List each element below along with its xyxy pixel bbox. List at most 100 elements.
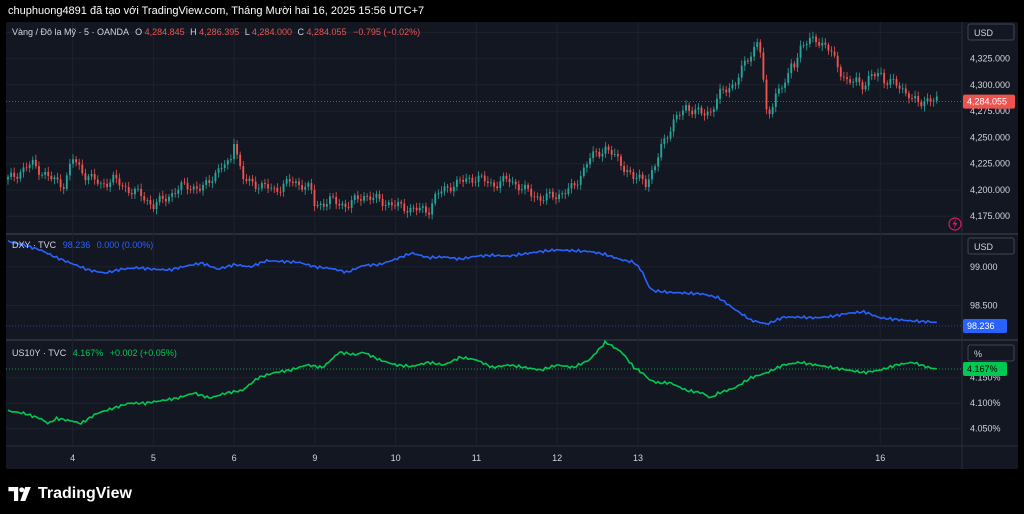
gold-candle xyxy=(267,184,269,189)
gold-candle xyxy=(490,182,492,184)
gold-candle xyxy=(372,197,375,200)
gold-candle xyxy=(180,182,183,190)
gold-candle xyxy=(205,180,208,185)
gold-candle xyxy=(189,189,192,191)
dxy-currency-badge[interactable]: USD xyxy=(967,237,1015,255)
gold-candle xyxy=(740,65,743,78)
gold-candle xyxy=(177,189,180,194)
gold-candle xyxy=(548,191,551,194)
us10y-currency-label: % xyxy=(974,349,982,359)
gold-candle xyxy=(394,205,396,207)
gold-candle xyxy=(118,178,121,186)
gold-currency-badge[interactable]: USD xyxy=(967,23,1015,41)
gold-candle xyxy=(174,193,177,194)
gold-candle xyxy=(19,172,22,179)
us10y-value: 4.167% xyxy=(73,348,104,358)
gold-candle xyxy=(62,187,65,189)
gold-candle xyxy=(223,164,226,169)
gold-candle xyxy=(363,195,365,201)
gold-candle xyxy=(496,186,499,189)
gold-candle xyxy=(455,179,458,187)
gold-candle xyxy=(96,179,99,184)
gold-candle xyxy=(338,203,341,206)
gold-candle xyxy=(260,183,263,189)
gold-candle xyxy=(288,179,291,182)
gold-candle xyxy=(468,177,471,179)
gold-candle xyxy=(842,76,845,78)
gold-candle xyxy=(93,173,96,180)
gold-candle xyxy=(815,36,817,43)
gold-candle xyxy=(929,98,932,102)
gold-candle xyxy=(72,159,74,164)
gold-candle xyxy=(325,204,328,207)
gold-candle xyxy=(514,181,517,185)
watermark-text: chuphuong4891 đã tạo với TradingView.com… xyxy=(8,5,425,17)
gold-last-price-badge xyxy=(963,94,1015,109)
gold-candle xyxy=(38,166,40,175)
gold-open-value: 4,284.845 xyxy=(145,27,185,37)
gold-candle xyxy=(808,37,811,44)
gold-candle xyxy=(400,201,403,204)
gold-candle xyxy=(84,173,87,181)
x-tick-label: 4 xyxy=(70,453,75,463)
x-tick-label: 11 xyxy=(472,453,481,463)
lightning-icon[interactable] xyxy=(948,217,962,231)
gold-candle xyxy=(551,191,554,198)
gold-candle xyxy=(524,184,526,190)
gold-candle xyxy=(285,179,288,184)
x-tick-label: 10 xyxy=(391,453,401,463)
gold-candle xyxy=(802,45,805,46)
gold-candle xyxy=(112,174,115,183)
gold-candle xyxy=(483,175,486,182)
gold-candle xyxy=(672,119,675,132)
gold-candle xyxy=(545,193,548,201)
gold-candle xyxy=(99,183,102,185)
gold-candle xyxy=(282,183,285,192)
gold-candle xyxy=(654,166,656,171)
gold-candle xyxy=(561,193,564,195)
gold-candle xyxy=(403,203,406,212)
gold-candle xyxy=(53,177,56,180)
gold-candle xyxy=(530,188,533,197)
gold-candle xyxy=(886,83,889,85)
gold-candles xyxy=(6,31,962,220)
y-tick-label: 4,325.000 xyxy=(970,54,1010,64)
gold-candle xyxy=(421,206,424,208)
gold-candle xyxy=(304,186,307,190)
gold-candle xyxy=(353,195,356,201)
gold-candle xyxy=(319,203,322,205)
gold-candle xyxy=(493,182,495,187)
gold-candle xyxy=(161,195,164,199)
chart-svg[interactable]: 4 5 6 9 10 11 12 13 16 4,175.000 4,200.000 4,225.00… xyxy=(6,22,1018,469)
tradingview-footer: TradingView xyxy=(8,482,132,506)
gold-candle xyxy=(821,42,824,46)
gold-candle xyxy=(344,203,347,207)
gold-candle xyxy=(437,193,440,195)
gold-candle xyxy=(130,192,133,195)
gold-low-label: L xyxy=(245,27,250,37)
gold-candle xyxy=(254,181,257,189)
gold-candle xyxy=(784,82,787,88)
gold-candle xyxy=(592,151,595,159)
chart-area[interactable]: 4 5 6 9 10 11 12 13 16 4,175.000 4,200.000 4,225.00… xyxy=(6,22,1018,469)
gold-candle xyxy=(90,173,93,177)
gold-candle xyxy=(765,79,768,110)
gold-candle xyxy=(462,179,465,182)
gold-candle xyxy=(273,187,276,189)
gold-candle xyxy=(229,159,232,161)
gold-candle xyxy=(728,88,731,93)
us10y-currency-badge[interactable]: % xyxy=(967,344,1015,362)
y-tick-label: 4.150% xyxy=(970,373,1001,383)
gold-candle xyxy=(691,110,694,115)
x-tick-label: 13 xyxy=(633,453,643,463)
gold-candle xyxy=(214,172,217,182)
gold-candle xyxy=(134,188,136,195)
gold-candle xyxy=(867,75,870,86)
gold-candle xyxy=(873,74,876,77)
gold-candle xyxy=(907,93,910,99)
gold-candle xyxy=(486,181,489,184)
us10y-line-layer xyxy=(6,339,962,425)
gold-candle xyxy=(505,175,508,179)
gold-candle xyxy=(375,193,378,198)
gold-candle xyxy=(335,196,338,204)
